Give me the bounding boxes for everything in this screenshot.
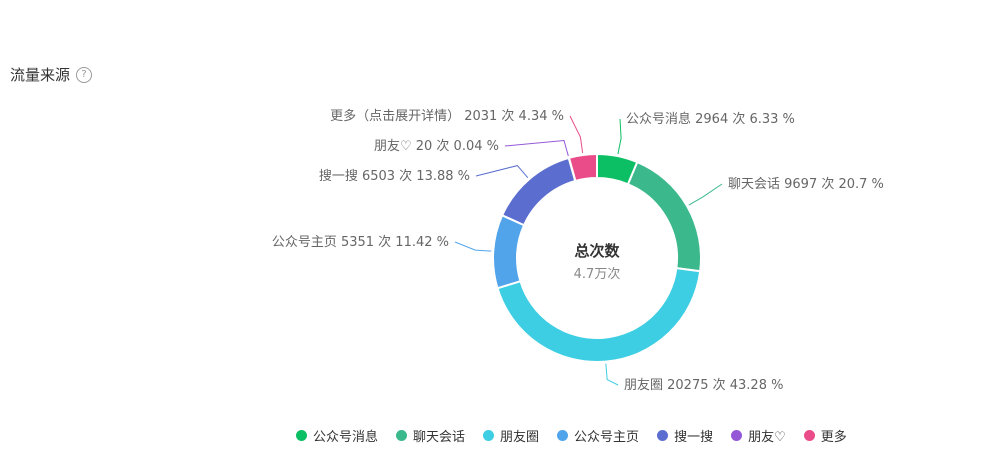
legend-dot-icon: [483, 430, 495, 441]
leader-line-chat-session: [688, 183, 723, 206]
data-label-official-message: 公众号消息 2964 次 6.33 %: [626, 111, 795, 127]
legend-label: 公众号主页: [574, 430, 640, 445]
center-value: 4.7万次: [574, 266, 621, 282]
section-header: 流量来源 ?: [10, 64, 93, 85]
legend-item-official-homepage[interactable]: 公众号主页: [557, 426, 639, 445]
legend-dot-icon: [557, 430, 569, 441]
leader-line-official-message: [617, 118, 622, 155]
legend-item-moments[interactable]: 朋友圈: [483, 426, 539, 445]
legend-item-chat-session[interactable]: 聊天会话: [396, 426, 465, 445]
legend-dot-icon: [296, 430, 307, 441]
chart-legend: 公众号消息 聊天会话 朋友圈 公众号主页 搜一搜 朋友♡ 更多: [296, 426, 847, 445]
legend-dot-icon: [657, 430, 669, 441]
leader-line-official-homepage: [454, 241, 492, 252]
data-label-moments: 朋友圈 20275 次 43.28 %: [624, 377, 783, 393]
legend-dot-icon: [396, 430, 408, 441]
legend-label: 搜一搜: [674, 430, 714, 445]
legend-item-friends[interactable]: 朋友♡: [731, 426, 786, 445]
data-label-official-homepage: 公众号主页 5351 次 11.42 %: [272, 234, 449, 250]
leader-line-friends: [504, 140, 569, 157]
leader-line-moments: [605, 363, 619, 386]
slice-official-homepage[interactable]: [492, 213, 526, 290]
center-title: 总次数: [574, 242, 620, 260]
leader-line-more: [569, 115, 584, 154]
legend-item-official-message[interactable]: 公众号消息: [296, 426, 378, 445]
legend-dot-icon: [803, 430, 815, 441]
leader-line-search: [475, 165, 529, 179]
section-title: 流量来源: [10, 66, 71, 84]
legend-label: 朋友♡: [748, 430, 786, 445]
question-circle-icon[interactable]: ?: [76, 66, 93, 83]
slice-search[interactable]: [500, 156, 577, 227]
legend-label: 聊天会话: [413, 430, 466, 445]
slice-chat-session[interactable]: [626, 160, 702, 273]
slice-moments[interactable]: [496, 267, 702, 363]
legend-dot-icon: [731, 430, 743, 441]
legend-item-search[interactable]: 搜一搜: [657, 426, 713, 445]
legend-item-more[interactable]: 更多: [803, 426, 847, 445]
slice-more[interactable]: [567, 152, 598, 183]
data-label-chat-session: 聊天会话 9697 次 20.7 %: [728, 176, 884, 192]
legend-label: 更多: [820, 430, 847, 445]
data-label-search: 搜一搜 6503 次 13.88 %: [319, 168, 470, 184]
data-label-more: 更多（点击展开详情） 2031 次 4.34 %: [330, 108, 564, 124]
legend-label: 朋友圈: [500, 430, 540, 445]
legend-label: 公众号消息: [313, 430, 379, 445]
data-label-friends: 朋友♡ 20 次 0.04 %: [374, 138, 499, 154]
